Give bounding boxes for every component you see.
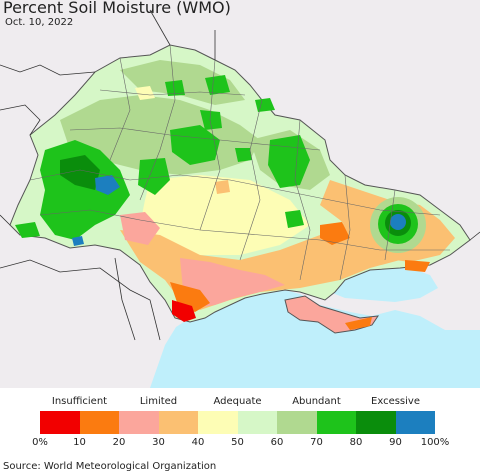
legend-tick-label: 50 — [231, 437, 244, 448]
soil-moisture-map — [0, 0, 480, 388]
legend-swatch — [356, 411, 396, 434]
legend-category-label: Excessive — [371, 396, 420, 407]
legend-tick-label: 40 — [191, 437, 205, 448]
legend-swatch — [119, 411, 159, 434]
map-date: Oct. 10, 2022 — [5, 17, 74, 28]
map-title: Percent Soil Moisture (WMO) — [3, 0, 231, 17]
legend-category-label: Limited — [139, 396, 178, 407]
country-borders — [0, 9, 480, 341]
legend-tick-label: 30 — [152, 437, 165, 448]
legend-swatch — [316, 411, 356, 434]
legend-swatch — [198, 411, 238, 434]
moisture-fields — [15, 60, 455, 322]
legend-swatch — [79, 411, 119, 434]
legend-swatch — [158, 411, 198, 434]
legend-swatch — [395, 411, 435, 434]
legend-swatch — [40, 411, 80, 434]
legend-tick-label: 0% — [32, 437, 48, 448]
legend-swatch — [237, 411, 277, 434]
crimea-south-coast — [345, 317, 372, 330]
legend-tick-label: 90 — [389, 437, 402, 448]
oblast-borders — [29, 44, 450, 281]
legend-swatch — [277, 411, 317, 434]
source-credit: Source: World Meteorological Organizatio… — [3, 461, 217, 472]
black-sea — [150, 290, 480, 388]
legend-category-label: Adequate — [213, 396, 262, 407]
legend-tick-label: 70 — [310, 437, 323, 448]
legend-tick-label: 100% — [420, 437, 450, 448]
legend-tick-label: 10 — [73, 437, 86, 448]
legend-category-label: Abundant — [292, 396, 341, 407]
legend-tick-label: 20 — [112, 437, 126, 448]
legend-tick-label: 60 — [270, 437, 284, 448]
legend: Insufficient Limited Adequate Abundant Exces… — [0, 390, 480, 450]
legend-tick-label: 80 — [349, 437, 363, 448]
legend-category-label: Insufficient — [51, 396, 108, 407]
